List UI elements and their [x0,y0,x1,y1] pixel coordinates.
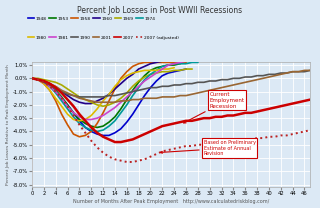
Y-axis label: Percent Job Losses Relative to Peak Employment Month: Percent Job Losses Relative to Peak Empl… [6,64,10,185]
Text: Current
Employment
Recession: Current Employment Recession [184,92,245,123]
Legend: 1980, 1981, 1990, 2001, 2007, 2007 (adjusted): 1980, 1981, 1990, 2001, 2007, 2007 (adju… [28,36,179,40]
Text: Based on Preliminary
Estimate of Annual
Revision: Based on Preliminary Estimate of Annual … [160,140,256,156]
Text: Percent Job Losses in Post WWII Recessions: Percent Job Losses in Post WWII Recessio… [77,6,243,15]
Legend: 1948, 1953, 1958, 1960, 1969, 1974: 1948, 1953, 1958, 1960, 1969, 1974 [28,17,156,21]
X-axis label: Number of Months After Peak Employment   http://www.calculatedriskblog.com/: Number of Months After Peak Employment h… [73,199,269,204]
